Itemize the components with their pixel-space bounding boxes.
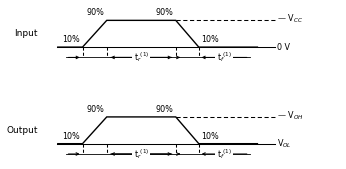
Text: 90%: 90% bbox=[156, 105, 174, 114]
Text: — V$_{CC}$: — V$_{CC}$ bbox=[277, 13, 303, 26]
Text: 0 V: 0 V bbox=[277, 43, 291, 52]
Text: t$_r$$^{(1)}$: t$_r$$^{(1)}$ bbox=[134, 147, 149, 161]
Text: t$_f$$^{(1)}$: t$_f$$^{(1)}$ bbox=[217, 147, 232, 161]
Text: — V$_{OH}$: — V$_{OH}$ bbox=[277, 110, 304, 122]
Text: 10%: 10% bbox=[62, 35, 80, 44]
Text: 10%: 10% bbox=[201, 132, 218, 141]
Text: 90%: 90% bbox=[87, 105, 105, 114]
Text: Output: Output bbox=[6, 126, 38, 135]
Text: V$_{OL}$: V$_{OL}$ bbox=[277, 137, 292, 150]
Text: t$_f$$^{(1)}$: t$_f$$^{(1)}$ bbox=[217, 51, 232, 64]
Text: 90%: 90% bbox=[87, 8, 105, 17]
Text: Input: Input bbox=[14, 29, 38, 38]
Text: 10%: 10% bbox=[201, 35, 218, 44]
Text: 10%: 10% bbox=[62, 132, 80, 141]
Text: t$_r$$^{(1)}$: t$_r$$^{(1)}$ bbox=[134, 51, 149, 64]
Text: 90%: 90% bbox=[156, 8, 174, 17]
